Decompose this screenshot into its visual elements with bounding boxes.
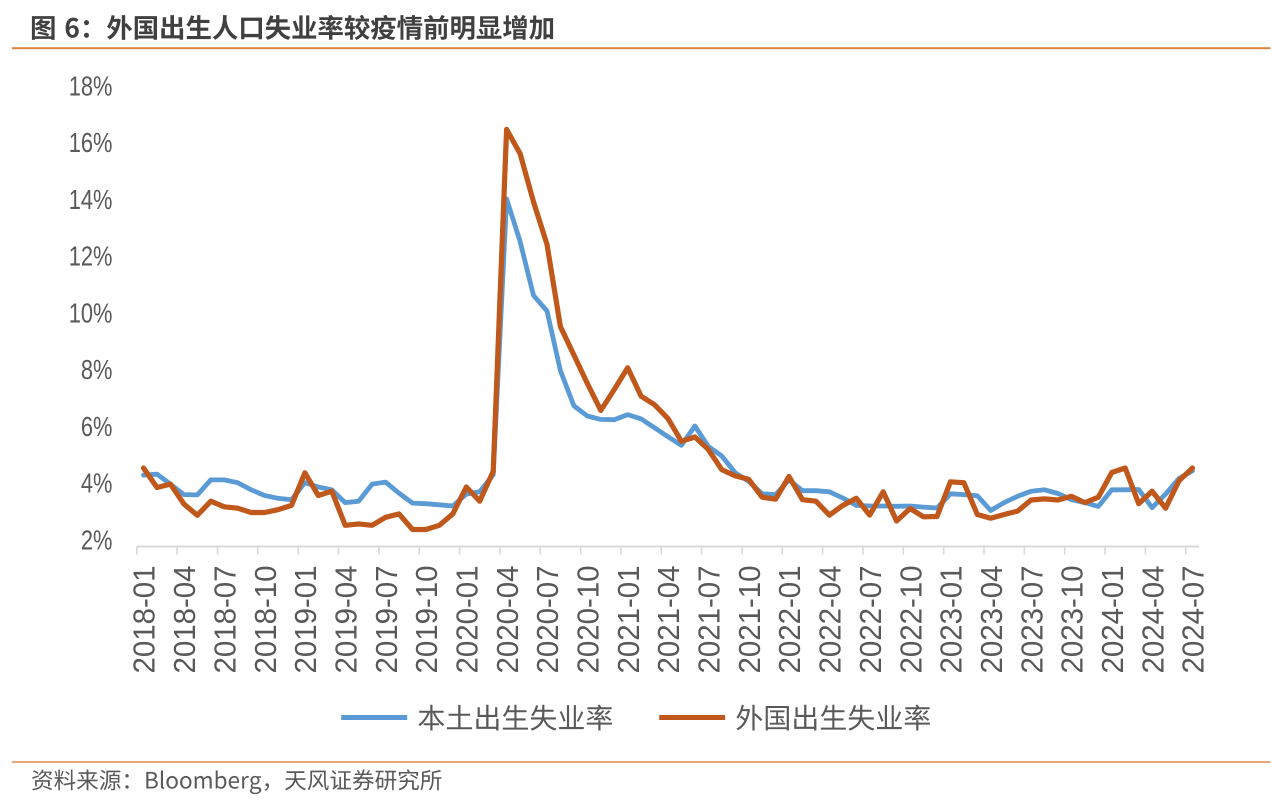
svg-text:2022-01: 2022-01 <box>774 566 808 674</box>
svg-text:18%: 18% <box>69 71 113 102</box>
svg-text:10%: 10% <box>69 298 113 329</box>
svg-text:2021-01: 2021-01 <box>612 566 646 674</box>
svg-text:2023-04: 2023-04 <box>975 566 1009 674</box>
svg-text:12%: 12% <box>69 241 113 272</box>
svg-text:2018-07: 2018-07 <box>209 566 243 674</box>
svg-text:6%: 6% <box>81 411 113 442</box>
svg-text:2022-04: 2022-04 <box>814 566 848 674</box>
svg-text:2021-10: 2021-10 <box>733 566 767 674</box>
svg-text:2019-01: 2019-01 <box>289 566 323 674</box>
svg-text:2021-07: 2021-07 <box>693 566 727 674</box>
svg-text:2020-04: 2020-04 <box>491 566 525 674</box>
svg-text:2018-01: 2018-01 <box>128 566 162 674</box>
svg-text:16%: 16% <box>69 127 113 158</box>
svg-text:2019-10: 2019-10 <box>410 566 444 674</box>
svg-text:2018-10: 2018-10 <box>249 566 283 674</box>
svg-text:2023-10: 2023-10 <box>1056 566 1090 674</box>
svg-text:2024-07: 2024-07 <box>1177 566 1211 674</box>
svg-text:2024-01: 2024-01 <box>1096 566 1130 674</box>
svg-text:2019-07: 2019-07 <box>370 566 404 674</box>
svg-text:8%: 8% <box>81 354 113 385</box>
svg-text:2020-10: 2020-10 <box>572 566 606 674</box>
svg-text:2021-04: 2021-04 <box>653 566 687 674</box>
svg-text:2022-10: 2022-10 <box>895 566 929 674</box>
svg-text:2019-04: 2019-04 <box>330 566 364 674</box>
svg-text:2018-04: 2018-04 <box>168 566 202 674</box>
svg-text:2024-04: 2024-04 <box>1137 566 1171 674</box>
svg-text:2023-07: 2023-07 <box>1016 566 1050 674</box>
svg-text:2022-07: 2022-07 <box>854 566 888 674</box>
svg-text:2023-01: 2023-01 <box>935 566 969 674</box>
svg-text:2%: 2% <box>81 525 113 556</box>
svg-text:4%: 4% <box>81 468 113 499</box>
svg-text:2020-01: 2020-01 <box>451 566 485 674</box>
svg-text:2020-07: 2020-07 <box>532 566 566 674</box>
svg-text:14%: 14% <box>69 184 113 215</box>
